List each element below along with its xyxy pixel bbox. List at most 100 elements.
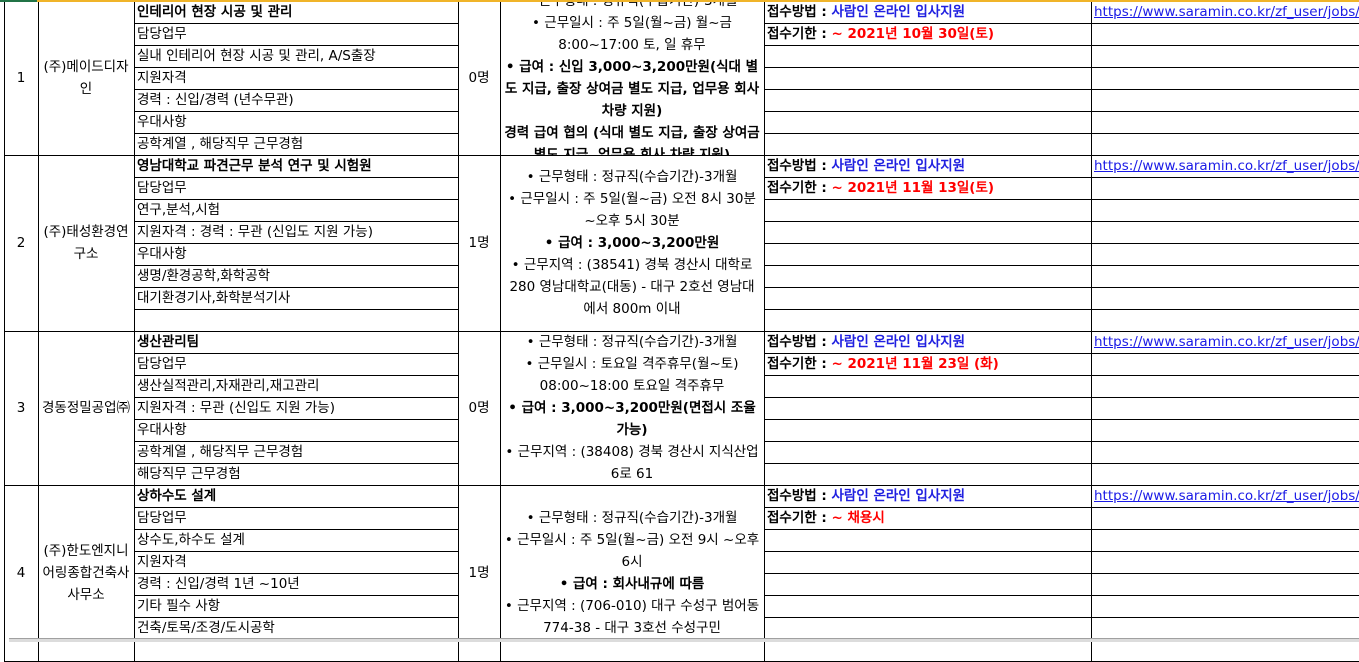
row-number[interactable]: 3 <box>16 400 26 416</box>
empty-cell[interactable] <box>764 287 1091 309</box>
deadline-cell[interactable]: 접수기한 : ~ 2021년 10월 30일(토) <box>764 23 1091 45</box>
application-method-cell[interactable]: 접수방법 : 사람인 온라인 입사지원 <box>764 155 1091 177</box>
empty-cell[interactable] <box>764 595 1091 617</box>
row-number[interactable]: 1 <box>16 70 26 86</box>
empty-cell[interactable] <box>764 375 1091 397</box>
empty-cell[interactable] <box>1091 397 1359 419</box>
empty-cell[interactable] <box>764 529 1091 551</box>
empty-cell[interactable] <box>764 639 1091 661</box>
job-title[interactable]: 인테리어 현장 시공 및 관리 <box>137 4 293 20</box>
empty-cell[interactable] <box>1091 67 1359 89</box>
empty-cell[interactable] <box>1091 45 1359 67</box>
job-title[interactable]: 영남대학교 파견근무 분석 연구 및 시험원 <box>137 158 372 174</box>
company-name[interactable]: 경동정밀공업㈜ <box>41 400 131 416</box>
headcount[interactable]: 1명 <box>468 565 490 581</box>
empty-cell[interactable] <box>764 397 1091 419</box>
empty-cell[interactable] <box>764 89 1091 111</box>
job-link[interactable]: https://www.saramin.co.kr/zf_user/jobs/ <box>1094 158 1359 174</box>
job-link[interactable]: https://www.saramin.co.kr/zf_user/jobs/ <box>1094 488 1359 504</box>
detail-cell[interactable]: 지원자격 <box>137 554 187 570</box>
deadline-cell[interactable]: 접수기한 : ~ 2021년 11월 23일 (화) <box>764 353 1091 375</box>
empty-cell[interactable] <box>764 309 1091 331</box>
deadline-cell[interactable]: 접수기한 : ~ 2021년 11월 13일(토) <box>764 177 1091 199</box>
detail-cell[interactable]: 지원자격 : 무관 (신입도 지원 가능) <box>137 400 335 416</box>
job-link[interactable]: https://www.saramin.co.kr/zf_user/jobs/ <box>1094 334 1359 350</box>
empty-cell[interactable] <box>1091 133 1359 155</box>
empty-cell[interactable] <box>764 441 1091 463</box>
job-link[interactable]: https://www.saramin.co.kr/zf_user/jobs/ <box>1094 4 1359 20</box>
detail-cell[interactable]: 실내 인테리어 현장 시공 및 관리, A/S출장 <box>137 48 376 64</box>
empty-cell[interactable] <box>764 243 1091 265</box>
detail-cell[interactable]: 담당업무 <box>137 180 187 196</box>
detail-cell[interactable]: 공학계열 , 해당직무 근무경험 <box>137 444 304 460</box>
empty-cell[interactable] <box>764 67 1091 89</box>
url-cell[interactable]: https://www.saramin.co.kr/zf_user/jobs/ <box>1091 485 1359 507</box>
company-name[interactable]: (주)메이드디자인 <box>43 59 129 97</box>
empty-cell[interactable] <box>764 133 1091 155</box>
empty-cell[interactable] <box>764 111 1091 133</box>
job-description[interactable]: • 근무형태 : 정규직(수습기간)-3개월 • 근무일시 : 토요일 격주휴무(… <box>500 331 764 485</box>
empty-cell[interactable] <box>1091 507 1359 529</box>
headcount[interactable]: 0명 <box>468 70 490 86</box>
empty-cell[interactable] <box>1091 353 1359 375</box>
headcount[interactable]: 1명 <box>468 235 490 251</box>
job-description[interactable]: • 근무형태 : 정규직(수습기간)-3개월 • 근무일시 : 주 5일(월~금)… <box>500 155 764 331</box>
empty-cell[interactable] <box>764 551 1091 573</box>
detail-cell[interactable] <box>134 639 458 661</box>
empty-cell[interactable] <box>764 221 1091 243</box>
company-name[interactable]: (주)태성환경연구소 <box>43 224 129 262</box>
empty-cell[interactable] <box>1091 309 1359 331</box>
detail-cell[interactable]: 공학계열 , 해당직무 근무경험 <box>137 136 304 152</box>
row-number[interactable]: 2 <box>16 235 26 251</box>
application-method-cell[interactable]: 접수방법 : 사람인 온라인 입사지원 <box>764 1 1091 23</box>
detail-cell[interactable]: 생명/환경공학,화학공학 <box>137 268 271 284</box>
detail-cell[interactable]: 담당업무 <box>137 26 187 42</box>
detail-cell[interactable]: 우대사항 <box>137 422 187 438</box>
empty-cell[interactable] <box>1091 617 1359 639</box>
row-number[interactable]: 4 <box>16 565 26 581</box>
empty-cell[interactable] <box>1091 89 1359 111</box>
url-cell[interactable]: https://www.saramin.co.kr/zf_user/jobs/ <box>1091 331 1359 353</box>
empty-cell[interactable] <box>1091 573 1359 595</box>
empty-cell[interactable] <box>1091 441 1359 463</box>
empty-cell[interactable] <box>1091 243 1359 265</box>
detail-cell[interactable]: 담당업무 <box>137 510 187 526</box>
deadline-cell[interactable]: 접수기한 : ~ 채용시 <box>764 507 1091 529</box>
empty-cell[interactable] <box>1091 529 1359 551</box>
empty-cell[interactable] <box>1091 375 1359 397</box>
job-title[interactable]: 생산관리팀 <box>137 334 200 350</box>
empty-cell[interactable] <box>1091 639 1359 661</box>
detail-cell[interactable]: 생산실적관리,자재관리,재고관리 <box>137 378 320 394</box>
application-method-cell[interactable]: 접수방법 : 사람인 온라인 입사지원 <box>764 485 1091 507</box>
empty-cell[interactable] <box>764 617 1091 639</box>
empty-cell[interactable] <box>1091 111 1359 133</box>
empty-cell[interactable] <box>764 199 1091 221</box>
horizontal-scrollbar[interactable] <box>9 638 1359 642</box>
empty-cell[interactable] <box>1091 221 1359 243</box>
empty-cell[interactable] <box>1091 265 1359 287</box>
empty-cell[interactable] <box>1091 287 1359 309</box>
detail-cell[interactable]: 연구,분석,시험 <box>137 202 221 218</box>
detail-cell[interactable]: 경력 : 신입/경력 1년 ~10년 <box>137 576 300 592</box>
empty-cell[interactable] <box>1091 551 1359 573</box>
detail-cell[interactable]: 상수도,하수도 설계 <box>137 532 245 548</box>
detail-cell[interactable]: 우대사항 <box>137 246 187 262</box>
headcount[interactable]: 0명 <box>468 400 490 416</box>
job-description[interactable]: • 근무형태 : 정규직(수습기간)-3개월 • 근무일시 : 주 5일(월~금)… <box>500 1 764 155</box>
detail-cell[interactable]: 담당업무 <box>137 356 187 372</box>
detail-cell[interactable]: 우대사항 <box>137 114 187 130</box>
empty-cell[interactable] <box>764 265 1091 287</box>
empty-cell[interactable] <box>1091 463 1359 485</box>
url-cell[interactable]: https://www.saramin.co.kr/zf_user/jobs/ <box>1091 1 1359 23</box>
empty-cell[interactable] <box>1091 199 1359 221</box>
empty-cell[interactable] <box>1091 23 1359 45</box>
empty-cell[interactable] <box>1091 419 1359 441</box>
detail-cell[interactable]: 해당직무 근무경험 <box>137 466 241 482</box>
detail-cell[interactable]: 기타 필수 사항 <box>137 598 221 614</box>
empty-cell[interactable] <box>1091 595 1359 617</box>
empty-cell[interactable] <box>1091 177 1359 199</box>
empty-cell[interactable] <box>764 45 1091 67</box>
application-method-cell[interactable]: 접수방법 : 사람인 온라인 입사지원 <box>764 331 1091 353</box>
empty-cell[interactable] <box>764 573 1091 595</box>
detail-cell[interactable]: 경력 : 신입/경력 (년수무관) <box>137 92 294 108</box>
